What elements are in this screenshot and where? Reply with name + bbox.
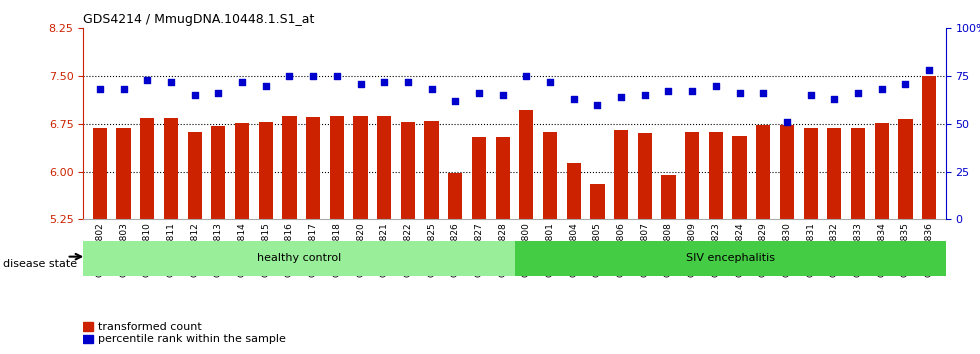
Bar [804, 129, 817, 219]
Bar [212, 126, 225, 219]
Point [826, 96, 842, 102]
Point [376, 79, 392, 85]
Point [803, 92, 818, 98]
Bar [117, 129, 130, 219]
Point [258, 83, 273, 88]
Point [92, 87, 108, 92]
Bar [709, 132, 723, 219]
Point [756, 91, 771, 96]
Point [684, 88, 700, 94]
Point [613, 94, 629, 100]
Point [779, 119, 795, 125]
Point [661, 88, 676, 94]
Bar [732, 136, 747, 219]
Point [306, 73, 321, 79]
Bar [83, 335, 93, 343]
Bar [874, 122, 889, 219]
Bar [899, 119, 912, 219]
Point [708, 83, 723, 88]
Point [423, 87, 439, 92]
Bar [140, 118, 155, 219]
Bar [566, 164, 581, 219]
Bar [424, 121, 439, 219]
Bar [306, 117, 320, 219]
Bar [329, 116, 344, 219]
Bar [519, 110, 533, 219]
Point [590, 102, 606, 108]
Bar [259, 122, 272, 219]
Point [281, 73, 297, 79]
Point [116, 87, 131, 92]
Bar [614, 130, 628, 219]
Text: SIV encephalitis: SIV encephalitis [686, 253, 774, 263]
Bar [164, 118, 178, 219]
Bar [685, 132, 700, 219]
Bar [496, 137, 510, 219]
Text: healthy control: healthy control [257, 253, 341, 263]
Point [518, 73, 534, 79]
Bar [235, 122, 249, 219]
Bar [93, 129, 107, 219]
Bar [662, 175, 675, 219]
Point [921, 68, 937, 73]
Point [732, 91, 748, 96]
Point [234, 79, 250, 85]
Bar [187, 132, 202, 219]
Point [851, 91, 866, 96]
Bar [851, 129, 865, 219]
Text: percentile rank within the sample: percentile rank within the sample [98, 334, 286, 344]
Bar [590, 184, 605, 219]
Point [353, 81, 368, 87]
FancyBboxPatch shape [514, 241, 946, 276]
Bar [354, 116, 368, 219]
Point [163, 79, 178, 85]
Bar [282, 116, 297, 219]
Point [211, 91, 226, 96]
Bar [83, 322, 93, 331]
Point [139, 77, 155, 83]
Bar [638, 133, 652, 219]
Point [542, 79, 558, 85]
Point [495, 92, 511, 98]
Point [187, 92, 203, 98]
Bar [448, 173, 463, 219]
Text: disease state: disease state [3, 259, 77, 269]
Point [400, 79, 416, 85]
Bar [757, 125, 770, 219]
Text: transformed count: transformed count [98, 321, 202, 332]
Point [329, 73, 345, 79]
Point [448, 98, 464, 104]
Point [637, 92, 653, 98]
Bar [922, 76, 936, 219]
Text: GDS4214 / MmugDNA.10448.1.S1_at: GDS4214 / MmugDNA.10448.1.S1_at [83, 13, 315, 26]
FancyBboxPatch shape [83, 241, 514, 276]
Bar [401, 122, 415, 219]
Bar [780, 125, 794, 219]
Bar [827, 129, 842, 219]
Bar [543, 132, 558, 219]
Point [471, 91, 487, 96]
Point [565, 96, 581, 102]
Bar [471, 137, 486, 219]
Point [898, 81, 913, 87]
Bar [377, 116, 391, 219]
Point [874, 87, 890, 92]
